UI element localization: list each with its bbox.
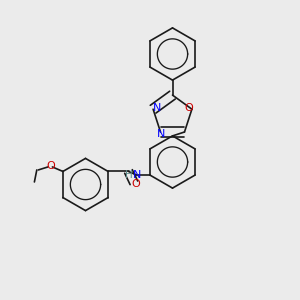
Text: O: O xyxy=(46,161,55,171)
Text: O: O xyxy=(184,103,193,113)
Text: N: N xyxy=(157,129,166,140)
Text: N: N xyxy=(133,170,141,180)
Text: O: O xyxy=(131,179,140,189)
Text: H: H xyxy=(125,170,133,180)
Text: N: N xyxy=(153,103,161,113)
